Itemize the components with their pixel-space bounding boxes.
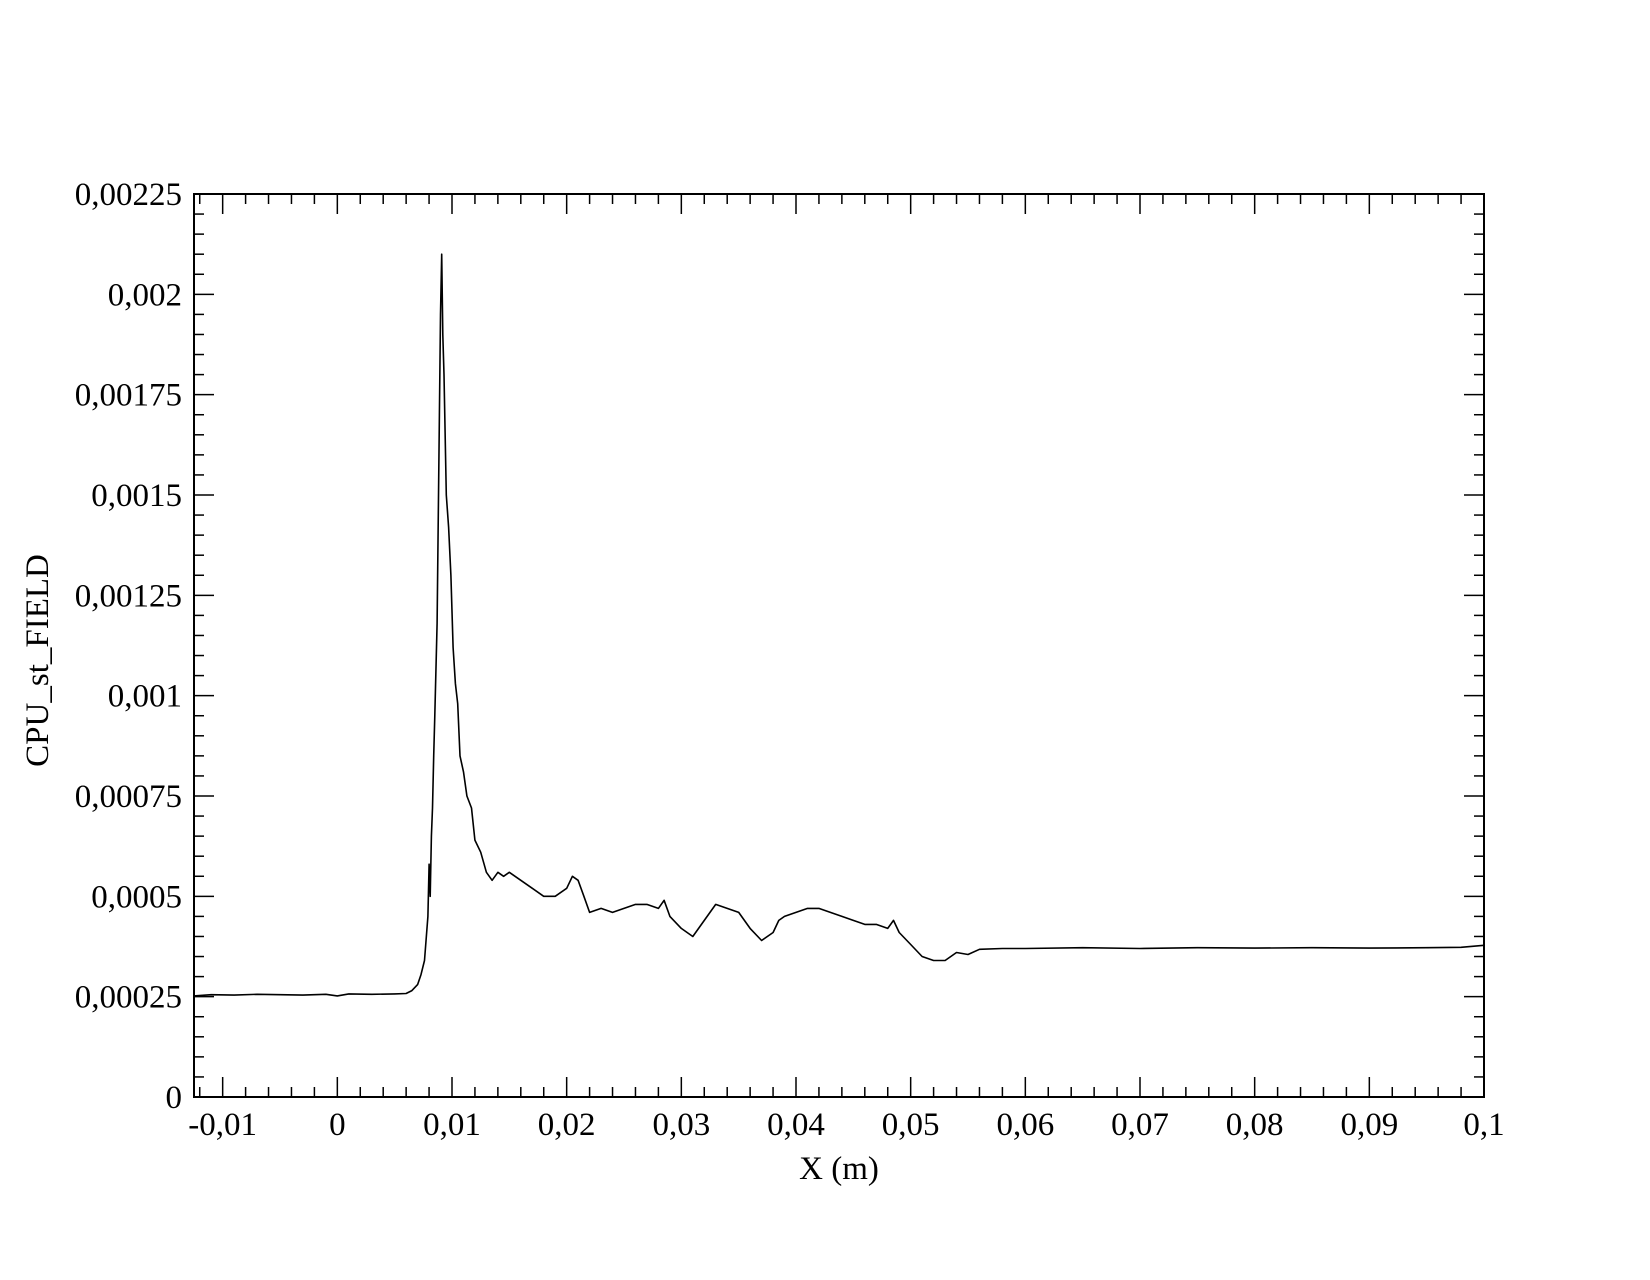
x-tick-label: 0,05 [882, 1107, 940, 1143]
series-line-0 [193, 253, 1485, 997]
x-tick-label: 0,08 [1226, 1107, 1284, 1143]
x-tick-label: 0 [329, 1107, 346, 1143]
x-tick-label: 0,01 [423, 1107, 481, 1143]
y-tick-label: 0 [166, 1080, 183, 1116]
x-tick-label: 0,09 [1340, 1107, 1398, 1143]
x-tick-label: 0,04 [767, 1107, 825, 1143]
y-tick-label: 0,0015 [91, 478, 182, 514]
x-tick-label: -0,01 [188, 1107, 257, 1143]
y-tick-label: 0,00075 [75, 779, 182, 815]
x-tick-label: 0,07 [1111, 1107, 1169, 1143]
y-tick-label: 0,00025 [75, 980, 182, 1016]
y-axis-label: CPU_st_FIELD [20, 554, 56, 767]
axis-ticks [194, 193, 1485, 1098]
series-layer [193, 253, 1485, 997]
x-tick-label: 0,06 [996, 1107, 1054, 1143]
y-tick-label: 0,00225 [75, 177, 182, 213]
plot-frame [193, 193, 1485, 1098]
x-tick-label: 0,03 [652, 1107, 710, 1143]
y-tick-label: 0,00125 [75, 578, 182, 614]
x-axis-label: X (m) [799, 1151, 879, 1187]
y-tick-label: 0,002 [108, 277, 182, 313]
tick-labels: -0,01 0 0,01 0,02 0,03 0,04 0,05 0,06 0,07 0,08 0,… [75, 177, 1505, 1143]
y-tick-label: 0,0005 [91, 879, 182, 915]
y-tick-label: 0,00175 [75, 378, 182, 414]
y-tick-label: 0,001 [108, 679, 182, 715]
x-tick-label: 0,02 [538, 1107, 596, 1143]
x-tick-label: 0,1 [1463, 1107, 1504, 1143]
